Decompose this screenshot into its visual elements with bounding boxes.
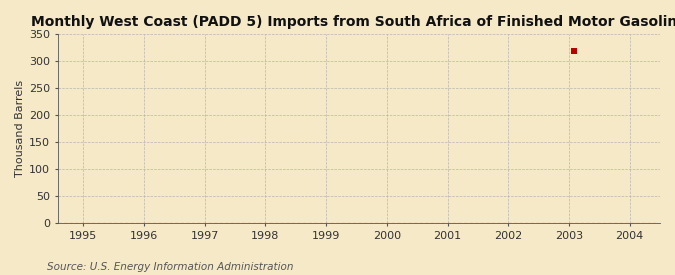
Y-axis label: Thousand Barrels: Thousand Barrels bbox=[15, 80, 25, 177]
Text: Source: U.S. Energy Information Administration: Source: U.S. Energy Information Administ… bbox=[47, 262, 294, 272]
Title: Monthly West Coast (PADD 5) Imports from South Africa of Finished Motor Gasoline: Monthly West Coast (PADD 5) Imports from… bbox=[31, 15, 675, 29]
